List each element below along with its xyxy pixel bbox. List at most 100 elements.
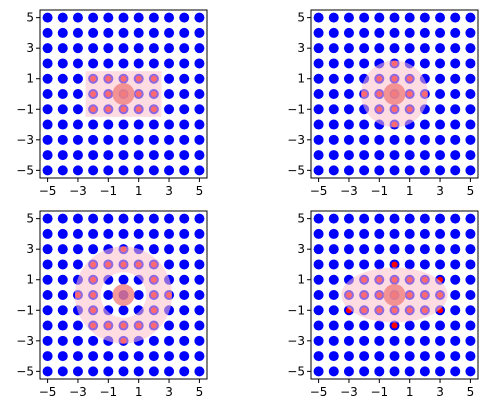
grid-point	[103, 213, 114, 224]
grid-point	[179, 119, 190, 130]
grid-point	[72, 335, 83, 346]
grid-point	[57, 351, 68, 362]
grid-point	[435, 165, 446, 176]
grid-point	[374, 320, 385, 331]
grid-point	[313, 244, 324, 255]
grid-point	[343, 89, 354, 99]
grid-point	[343, 320, 354, 331]
grid-point	[328, 43, 339, 54]
grid-point	[179, 290, 190, 300]
grid-point	[450, 259, 461, 270]
grid-point	[328, 58, 339, 69]
grid-point	[72, 213, 83, 224]
grid-point	[88, 335, 99, 346]
grid-point	[194, 366, 205, 377]
grid-point	[343, 366, 354, 377]
grid-point	[450, 27, 461, 38]
grid-point	[389, 12, 400, 23]
grid-point	[389, 43, 400, 54]
center-marker	[383, 284, 406, 306]
y-tick-label: 3	[297, 41, 305, 55]
x-tick-label: −5	[310, 385, 328, 399]
grid-point	[164, 73, 175, 84]
grid-point	[88, 366, 99, 377]
grid-point	[419, 43, 430, 54]
grid-point	[313, 134, 324, 145]
grid-point	[194, 290, 205, 300]
subplot-1: −5 −3 −1 1 3 5 5 3 1 −1 −3 −5	[16, 9, 208, 198]
grid-point	[450, 274, 461, 285]
center-marker	[383, 83, 406, 105]
grid-point	[313, 351, 324, 362]
y-tick-label: −5	[287, 364, 305, 378]
grid-point	[179, 228, 190, 239]
grid-point	[419, 134, 430, 145]
grid-point	[103, 58, 114, 69]
grid-point	[389, 366, 400, 377]
highlighted-point	[391, 261, 398, 268]
grid-point	[465, 290, 476, 300]
grid-point	[194, 104, 205, 115]
grid-point	[148, 134, 159, 145]
grid-point	[313, 320, 324, 331]
y-tick-label: 1	[297, 72, 305, 86]
grid-point	[435, 213, 446, 224]
grid-point	[343, 228, 354, 239]
grid-point	[374, 351, 385, 362]
grid-point	[374, 259, 385, 270]
grid-point	[164, 119, 175, 130]
grid-point	[404, 27, 415, 38]
grid-point	[164, 320, 175, 331]
grid-point	[435, 150, 446, 161]
grid-point	[313, 89, 324, 99]
grid-point	[57, 213, 68, 224]
grid-point	[103, 27, 114, 38]
y-tick-label: −1	[287, 102, 305, 116]
grid-point	[450, 351, 461, 362]
grid-point	[118, 366, 129, 377]
x-tick-label: 3	[436, 184, 444, 198]
grid-point	[404, 165, 415, 176]
grid-point	[103, 43, 114, 54]
grid-point	[179, 351, 190, 362]
grid-point	[435, 43, 446, 54]
grid-point	[435, 27, 446, 38]
grid-point	[133, 213, 144, 224]
grid-point	[103, 12, 114, 23]
grid-point	[465, 305, 476, 316]
grid-point	[57, 89, 68, 99]
grid-point	[164, 58, 175, 69]
plot-area	[313, 213, 476, 377]
grid-point	[148, 150, 159, 161]
x-tick-label: 1	[406, 184, 414, 198]
grid-point	[133, 228, 144, 239]
grid-point	[72, 228, 83, 239]
grid-point	[88, 12, 99, 23]
grid-point	[42, 150, 53, 161]
highlighted-point	[391, 322, 398, 329]
grid-point	[42, 58, 53, 69]
grid-point	[419, 351, 430, 362]
grid-point	[313, 73, 324, 84]
y-tick-label: 3	[26, 41, 34, 55]
grid-point	[57, 274, 68, 285]
grid-point	[404, 335, 415, 346]
grid-point	[359, 366, 370, 377]
grid-point	[359, 351, 370, 362]
grid-point	[450, 73, 461, 84]
grid-point	[328, 73, 339, 84]
grid-point	[179, 259, 190, 270]
grid-point	[72, 244, 83, 255]
grid-point	[313, 119, 324, 130]
y-tick-label: 3	[26, 242, 34, 256]
grid-point	[389, 228, 400, 239]
x-tick-label: −3	[340, 184, 358, 198]
x-tick-label: 5	[196, 184, 204, 198]
grid-point	[194, 165, 205, 176]
grid-point	[148, 165, 159, 176]
grid-point	[389, 27, 400, 38]
grid-point	[313, 27, 324, 38]
y-tick-label: 5	[297, 212, 305, 226]
y-tick-label: 5	[26, 212, 34, 226]
grid-point	[374, 366, 385, 377]
